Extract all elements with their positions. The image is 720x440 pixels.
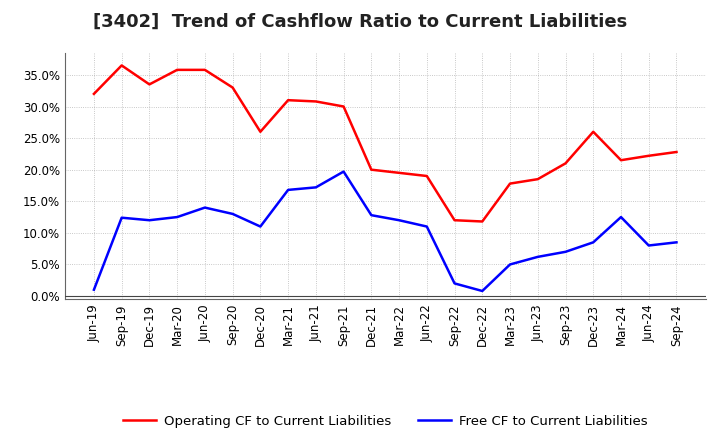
Free CF to Current Liabilities — [644, 243, 653, 248]
Free CF to Current Liabilities — [228, 211, 237, 216]
Line: Operating CF to Current Liabilities: Operating CF to Current Liabilities — [94, 66, 677, 221]
Free CF to Current Liabilities — [395, 218, 403, 223]
Operating CF to Current Liabilities — [561, 161, 570, 166]
Free CF to Current Liabilities — [616, 214, 625, 220]
Operating CF to Current Liabilities — [450, 218, 459, 223]
Operating CF to Current Liabilities — [284, 98, 292, 103]
Free CF to Current Liabilities — [367, 213, 376, 218]
Free CF to Current Liabilities — [478, 288, 487, 293]
Free CF to Current Liabilities — [450, 281, 459, 286]
Operating CF to Current Liabilities — [228, 85, 237, 90]
Operating CF to Current Liabilities — [201, 67, 210, 73]
Operating CF to Current Liabilities — [534, 176, 542, 182]
Operating CF to Current Liabilities — [339, 104, 348, 109]
Free CF to Current Liabilities — [173, 214, 181, 220]
Operating CF to Current Liabilities — [616, 158, 625, 163]
Free CF to Current Liabilities — [284, 187, 292, 193]
Free CF to Current Liabilities — [256, 224, 265, 229]
Free CF to Current Liabilities — [561, 249, 570, 254]
Operating CF to Current Liabilities — [145, 82, 154, 87]
Free CF to Current Liabilities — [339, 169, 348, 174]
Legend: Operating CF to Current Liabilities, Free CF to Current Liabilities: Operating CF to Current Liabilities, Fre… — [118, 409, 652, 433]
Operating CF to Current Liabilities — [672, 149, 681, 154]
Operating CF to Current Liabilities — [478, 219, 487, 224]
Operating CF to Current Liabilities — [256, 129, 265, 134]
Operating CF to Current Liabilities — [589, 129, 598, 134]
Free CF to Current Liabilities — [89, 287, 98, 292]
Free CF to Current Liabilities — [201, 205, 210, 210]
Operating CF to Current Liabilities — [117, 63, 126, 68]
Free CF to Current Liabilities — [312, 185, 320, 190]
Operating CF to Current Liabilities — [173, 67, 181, 73]
Operating CF to Current Liabilities — [312, 99, 320, 104]
Free CF to Current Liabilities — [145, 218, 154, 223]
Operating CF to Current Liabilities — [423, 173, 431, 179]
Free CF to Current Liabilities — [423, 224, 431, 229]
Free CF to Current Liabilities — [534, 254, 542, 260]
Text: [3402]  Trend of Cashflow Ratio to Current Liabilities: [3402] Trend of Cashflow Ratio to Curren… — [93, 13, 627, 31]
Operating CF to Current Liabilities — [505, 181, 514, 186]
Free CF to Current Liabilities — [672, 240, 681, 245]
Line: Free CF to Current Liabilities: Free CF to Current Liabilities — [94, 172, 677, 291]
Free CF to Current Liabilities — [117, 215, 126, 220]
Operating CF to Current Liabilities — [395, 170, 403, 176]
Operating CF to Current Liabilities — [89, 91, 98, 96]
Free CF to Current Liabilities — [589, 240, 598, 245]
Operating CF to Current Liabilities — [367, 167, 376, 172]
Free CF to Current Liabilities — [505, 262, 514, 267]
Operating CF to Current Liabilities — [644, 153, 653, 158]
